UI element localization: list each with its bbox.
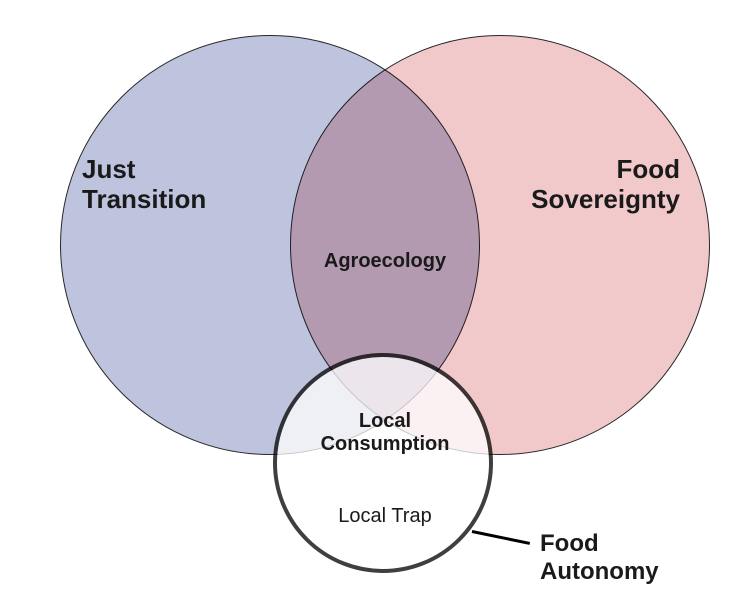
venn-diagram: Just Transition Food Sovereignty Agroeco… [0,0,754,612]
leader-line-food-autonomy [472,530,531,545]
label-local-trap: Local Trap [338,505,431,528]
label-food-sovereignty: Food Sovereignty [531,155,680,215]
label-local-consumption: Local Consumption [321,410,450,456]
label-just-transition: Just Transition [82,155,206,215]
label-agroecology: Agroecology [324,250,446,273]
label-food-autonomy: Food Autonomy [540,530,659,585]
circle-food-autonomy [273,353,493,573]
